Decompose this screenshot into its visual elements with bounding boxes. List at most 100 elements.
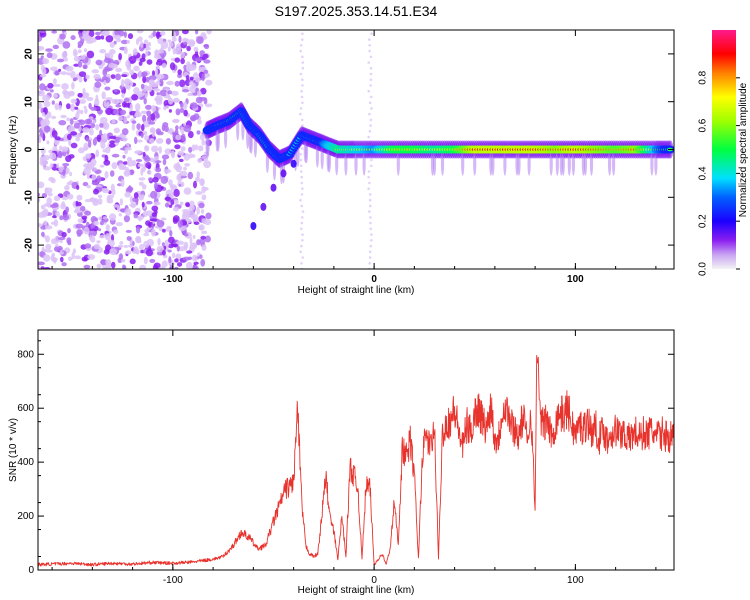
noise-blob <box>186 218 192 224</box>
artifact-dot <box>301 78 304 81</box>
noise-blob <box>76 201 82 207</box>
noise-blob <box>146 43 151 47</box>
noise-blob <box>95 35 102 40</box>
artifact-dot <box>369 244 373 248</box>
secondary-track-point <box>260 202 267 211</box>
noise-blob <box>85 153 92 159</box>
artifact-dot <box>299 44 303 47</box>
noise-blob <box>126 236 132 241</box>
noise-blob <box>115 222 123 227</box>
noise-blob <box>182 256 191 261</box>
noise-blob <box>133 213 139 219</box>
artifact-dot <box>299 170 303 173</box>
noise-blob <box>136 239 142 244</box>
noise-blob <box>38 102 43 110</box>
noise-blob <box>117 98 124 104</box>
noise-blob <box>121 128 129 136</box>
noise-blob <box>84 243 92 249</box>
noise-blob <box>172 119 179 123</box>
noise-blob <box>39 74 47 78</box>
noise-blob <box>204 43 210 50</box>
noise-blob <box>202 53 209 59</box>
noise-blob <box>112 63 118 68</box>
noise-blob <box>104 57 112 63</box>
noise-blob <box>114 89 118 93</box>
noise-blob <box>69 118 74 125</box>
noise-blob <box>46 52 53 59</box>
noise-blob <box>96 263 102 269</box>
noise-blob <box>196 90 202 97</box>
noise-blob <box>125 229 132 233</box>
noise-blob <box>167 46 171 52</box>
noise-blob <box>138 177 146 181</box>
noise-blob <box>144 135 150 141</box>
colorbar-tick-label: 0.6 <box>698 118 709 132</box>
artifact-dot <box>300 95 304 99</box>
noise-blob <box>200 209 205 214</box>
noise-blob <box>148 79 155 85</box>
noise-blob <box>173 266 179 269</box>
noise-blob <box>168 256 172 264</box>
noise-blob <box>106 74 111 78</box>
noise-blob <box>61 231 67 238</box>
colorbar-tick-label: 0.4 <box>698 166 709 180</box>
noise-blob <box>174 57 181 63</box>
noise-blob <box>85 74 90 80</box>
noise-blob <box>167 243 174 249</box>
noise-blob <box>84 118 93 125</box>
noise-blob <box>195 30 199 35</box>
noise-blob <box>144 228 150 234</box>
noise-blob <box>147 164 151 170</box>
noise-blob <box>113 127 120 134</box>
noise-blob <box>168 192 175 199</box>
noise-blob <box>148 75 157 81</box>
noise-blob <box>172 46 176 55</box>
noise-blob <box>160 41 169 49</box>
noise-blob <box>142 210 148 218</box>
noise-blob <box>134 150 142 155</box>
artifact-dot <box>370 233 373 236</box>
noise-blob <box>182 101 188 110</box>
noise-blob <box>180 181 185 187</box>
noise-blob <box>73 56 81 62</box>
noise-blob <box>151 145 159 153</box>
artifact-dot <box>300 147 304 150</box>
noise-blob <box>118 163 124 171</box>
noise-blob <box>111 153 120 158</box>
noise-blob <box>86 184 91 189</box>
noise-blob <box>129 258 136 265</box>
artifact-dot <box>301 210 305 213</box>
noise-blob <box>154 54 162 59</box>
noise-blob <box>38 223 43 228</box>
noise-blob <box>59 251 64 255</box>
ridge-spike <box>236 116 240 141</box>
noise-blob <box>41 231 45 237</box>
noise-blob <box>131 120 137 124</box>
noise-blob <box>78 99 87 104</box>
ridge-spike <box>527 151 531 176</box>
snr-xtick-label: 100 <box>567 575 584 586</box>
noise-blob <box>182 37 189 44</box>
noise-blob <box>105 35 114 43</box>
noise-blob <box>161 242 165 247</box>
ridge-spike <box>461 151 465 176</box>
noise-blob <box>53 246 60 252</box>
artifact-dot <box>369 221 372 225</box>
heatmap-ytick-label: 0 <box>24 146 35 152</box>
artifact-dot <box>300 193 304 196</box>
noise-blob <box>61 83 69 90</box>
noise-blob <box>103 122 110 130</box>
noise-blob <box>177 262 183 267</box>
noise-blob <box>155 81 161 85</box>
noise-blob <box>84 198 92 203</box>
noise-blob <box>90 106 97 111</box>
noise-blob <box>39 158 48 167</box>
noise-blob <box>83 48 87 53</box>
heatmap-ytick-label: -20 <box>24 237 35 252</box>
artifact-dot <box>367 187 370 190</box>
noise-blob <box>172 252 176 259</box>
noise-blob <box>134 112 142 118</box>
noise-blob <box>141 71 148 77</box>
noise-blob <box>38 181 45 189</box>
noise-blob <box>100 141 106 149</box>
